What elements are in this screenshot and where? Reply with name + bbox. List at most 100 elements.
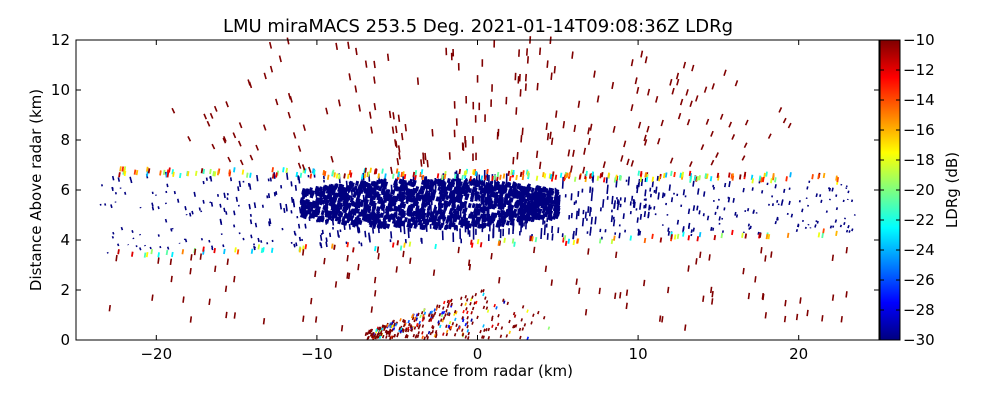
echo-segment bbox=[124, 191, 127, 195]
echo-segment bbox=[539, 187, 544, 194]
echo-segment bbox=[421, 331, 424, 335]
echo-segment bbox=[441, 318, 445, 323]
echo-segment bbox=[526, 199, 531, 206]
echo-segment bbox=[661, 192, 665, 199]
echo-segment bbox=[348, 223, 351, 230]
echo-segment bbox=[575, 210, 579, 220]
echo-segment bbox=[655, 186, 658, 194]
echo-segment bbox=[510, 169, 513, 175]
echo-segment bbox=[822, 228, 825, 234]
echo-segment bbox=[458, 168, 462, 175]
echo-segment bbox=[845, 246, 848, 254]
echo-segment bbox=[531, 216, 536, 222]
echo-segment bbox=[367, 204, 372, 211]
echo-segment bbox=[334, 281, 338, 288]
echo-segment bbox=[482, 192, 487, 198]
echo-segment bbox=[473, 209, 478, 215]
echo-segment bbox=[445, 332, 449, 337]
echo-segment bbox=[380, 181, 385, 187]
echo-segment bbox=[400, 220, 405, 226]
echo-segment bbox=[442, 310, 446, 315]
echo-segment bbox=[476, 210, 481, 216]
echo-segment bbox=[431, 129, 434, 137]
echo-segment bbox=[165, 172, 169, 178]
echo-segment bbox=[495, 194, 500, 200]
echo-segment bbox=[442, 306, 445, 310]
echo-segment bbox=[598, 287, 601, 295]
echo-segment bbox=[456, 177, 461, 184]
echo-segment bbox=[521, 208, 526, 214]
echo-segment bbox=[742, 267, 745, 275]
echo-segment bbox=[213, 105, 218, 112]
echo-segment bbox=[347, 202, 353, 208]
echo-segment bbox=[770, 251, 773, 258]
echo-layer bbox=[99, 36, 856, 341]
echo-segment bbox=[587, 127, 591, 135]
echo-segment bbox=[437, 320, 440, 324]
echo-segment bbox=[467, 202, 472, 209]
echo-segment bbox=[313, 169, 316, 175]
echo-segment bbox=[476, 194, 482, 201]
echo-segment bbox=[184, 206, 187, 211]
echo-segment bbox=[111, 186, 114, 192]
echo-segment bbox=[711, 290, 714, 298]
echo-segment bbox=[518, 220, 523, 226]
echo-segment bbox=[273, 191, 276, 197]
echo-segment bbox=[427, 196, 433, 203]
echo-segment bbox=[548, 214, 553, 221]
echo-segment bbox=[268, 41, 273, 49]
echo-segment bbox=[396, 333, 399, 338]
echo-segment bbox=[319, 234, 323, 241]
echo-segment bbox=[446, 214, 451, 221]
echo-segment bbox=[453, 196, 458, 202]
echo-segment bbox=[355, 47, 358, 56]
echo-segment bbox=[474, 203, 480, 209]
echo-segment bbox=[524, 83, 527, 91]
echo-segment bbox=[332, 185, 337, 192]
echo-segment bbox=[407, 227, 410, 239]
echo-segment bbox=[501, 181, 506, 187]
echo-segment bbox=[117, 177, 121, 182]
echo-segment bbox=[409, 325, 413, 329]
echo-segment bbox=[398, 326, 402, 331]
echo-segment bbox=[474, 170, 478, 177]
echo-segment bbox=[471, 203, 476, 209]
echo-segment bbox=[511, 238, 515, 244]
echo-segment bbox=[496, 219, 501, 226]
echo-segment bbox=[229, 177, 233, 182]
echo-segment bbox=[532, 204, 537, 210]
echo-segment bbox=[526, 336, 529, 340]
echo-segment bbox=[120, 226, 124, 231]
echo-segment bbox=[337, 201, 342, 208]
echo-segment bbox=[487, 216, 492, 222]
echo-segment bbox=[409, 188, 414, 195]
echo-segment bbox=[771, 203, 775, 207]
echo-segment bbox=[368, 111, 372, 119]
echo-segment bbox=[129, 176, 132, 181]
echo-segment bbox=[696, 188, 700, 195]
echo-segment bbox=[375, 184, 380, 191]
echo-segment bbox=[443, 300, 446, 305]
echo-segment bbox=[347, 186, 352, 193]
echo-segment bbox=[512, 181, 517, 187]
echo-segment bbox=[402, 171, 405, 177]
echo-segment bbox=[169, 258, 173, 266]
echo-segment bbox=[302, 206, 307, 212]
echo-segment bbox=[362, 180, 367, 186]
echo-segment bbox=[457, 246, 460, 254]
echo-segment bbox=[285, 172, 289, 180]
echo-segment bbox=[520, 318, 523, 322]
echo-segment bbox=[564, 240, 568, 247]
echo-segment bbox=[503, 237, 506, 243]
echo-segment bbox=[439, 192, 444, 198]
echo-segment bbox=[821, 232, 824, 239]
echo-segment bbox=[157, 252, 160, 258]
echo-segment bbox=[499, 217, 504, 223]
echo-segment bbox=[525, 215, 530, 221]
echo-segment bbox=[429, 317, 432, 322]
echo-segment bbox=[843, 222, 846, 226]
echo-segment bbox=[673, 234, 677, 240]
echo-segment bbox=[325, 200, 330, 206]
echo-segment bbox=[596, 95, 600, 103]
echo-segment bbox=[682, 231, 685, 237]
